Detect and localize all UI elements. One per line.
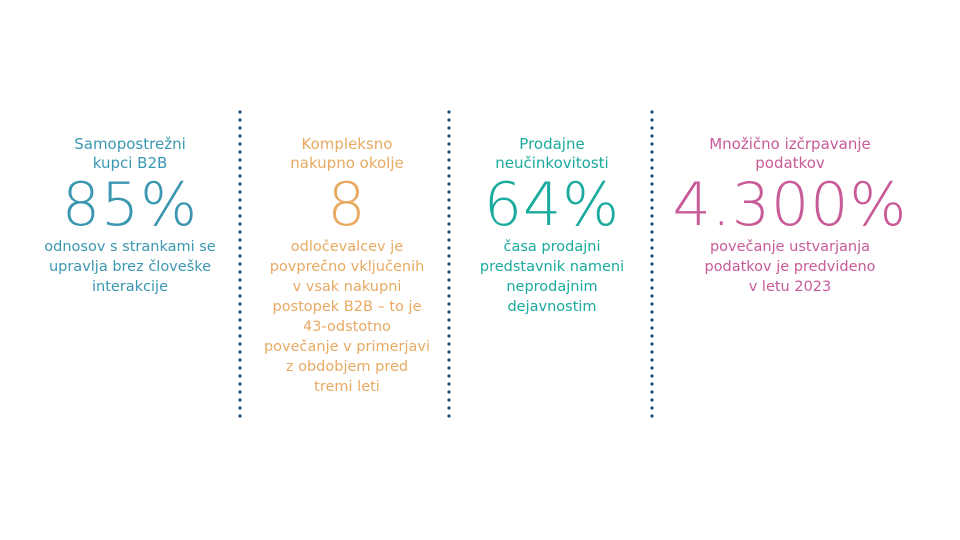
stat-value: 4.300% (672, 170, 908, 240)
stat-title: Prodajne neučinkovitosti (495, 135, 609, 172)
stat-title: Samopostrežni kupci B2B (74, 135, 186, 172)
stat-complex-buying: Kompleksno nakupno okolje 8 odločevalcev… (252, 135, 442, 397)
stat-description: odnosov s strankami se upravlja brez člo… (44, 239, 216, 295)
column-divider-3 (650, 108, 654, 418)
column-divider-1 (238, 108, 242, 418)
stat-description: odločevalcev je povprečno vključenih v v… (263, 239, 431, 395)
stat-sales-inefficiency: Prodajne neučinkovitosti 64% časa prodaj… (462, 135, 642, 317)
stat-description: povečanje ustvarjanja podatkov je predvi… (704, 239, 876, 295)
column-divider-2 (447, 108, 451, 418)
stat-data-overload: Množično izčrpavanje podatkov 4.300% pov… (665, 135, 915, 297)
stat-self-service-buyers: Samopostrežni kupci B2B 85% odnosov s st… (40, 135, 220, 297)
stat-value: 85% (61, 170, 199, 240)
stat-title: Kompleksno nakupno okolje (290, 135, 404, 172)
stat-title: Množično izčrpavanje podatkov (709, 135, 871, 172)
stat-value: 64% (483, 170, 621, 240)
stat-value: 8 (327, 170, 367, 240)
stat-description: časa prodajni predstavnik nameni neproda… (479, 239, 625, 315)
